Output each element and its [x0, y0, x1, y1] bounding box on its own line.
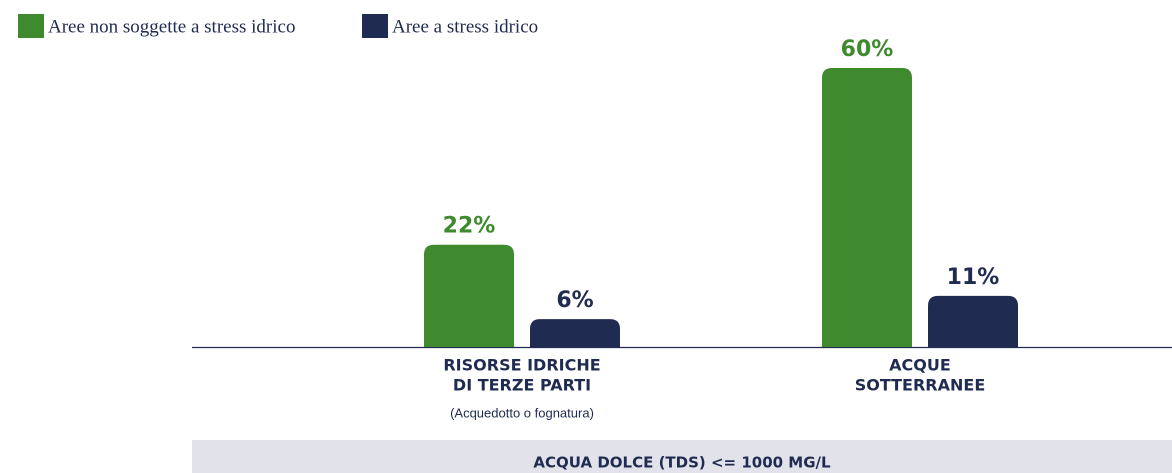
footer: ACQUA DOLCE (TDS) <= 1000 MG/L — [533, 454, 831, 472]
footer-band — [192, 440, 1172, 473]
value-label: 22% — [443, 214, 496, 239]
value-label: 11% — [947, 265, 1000, 290]
value-label: 60% — [841, 37, 894, 62]
bar — [530, 319, 620, 347]
bar — [424, 244, 514, 347]
category-note: (Acquedotto o fognatura) — [450, 405, 594, 420]
legend-swatch — [18, 14, 44, 38]
category-label: SOTTERRANEE — [855, 376, 986, 395]
category-label: ACQUE — [889, 356, 951, 375]
category-label: DI TERZE PARTI — [453, 376, 591, 395]
legend-swatch — [362, 14, 388, 38]
legend-label: Aree non soggette a stress idrico — [48, 16, 295, 37]
category-label: RISORSE IDRICHE — [443, 356, 600, 375]
bar — [822, 68, 912, 347]
bar — [928, 295, 1018, 347]
legend-label: Aree a stress idrico — [392, 16, 538, 37]
value-label: 6% — [556, 288, 593, 313]
